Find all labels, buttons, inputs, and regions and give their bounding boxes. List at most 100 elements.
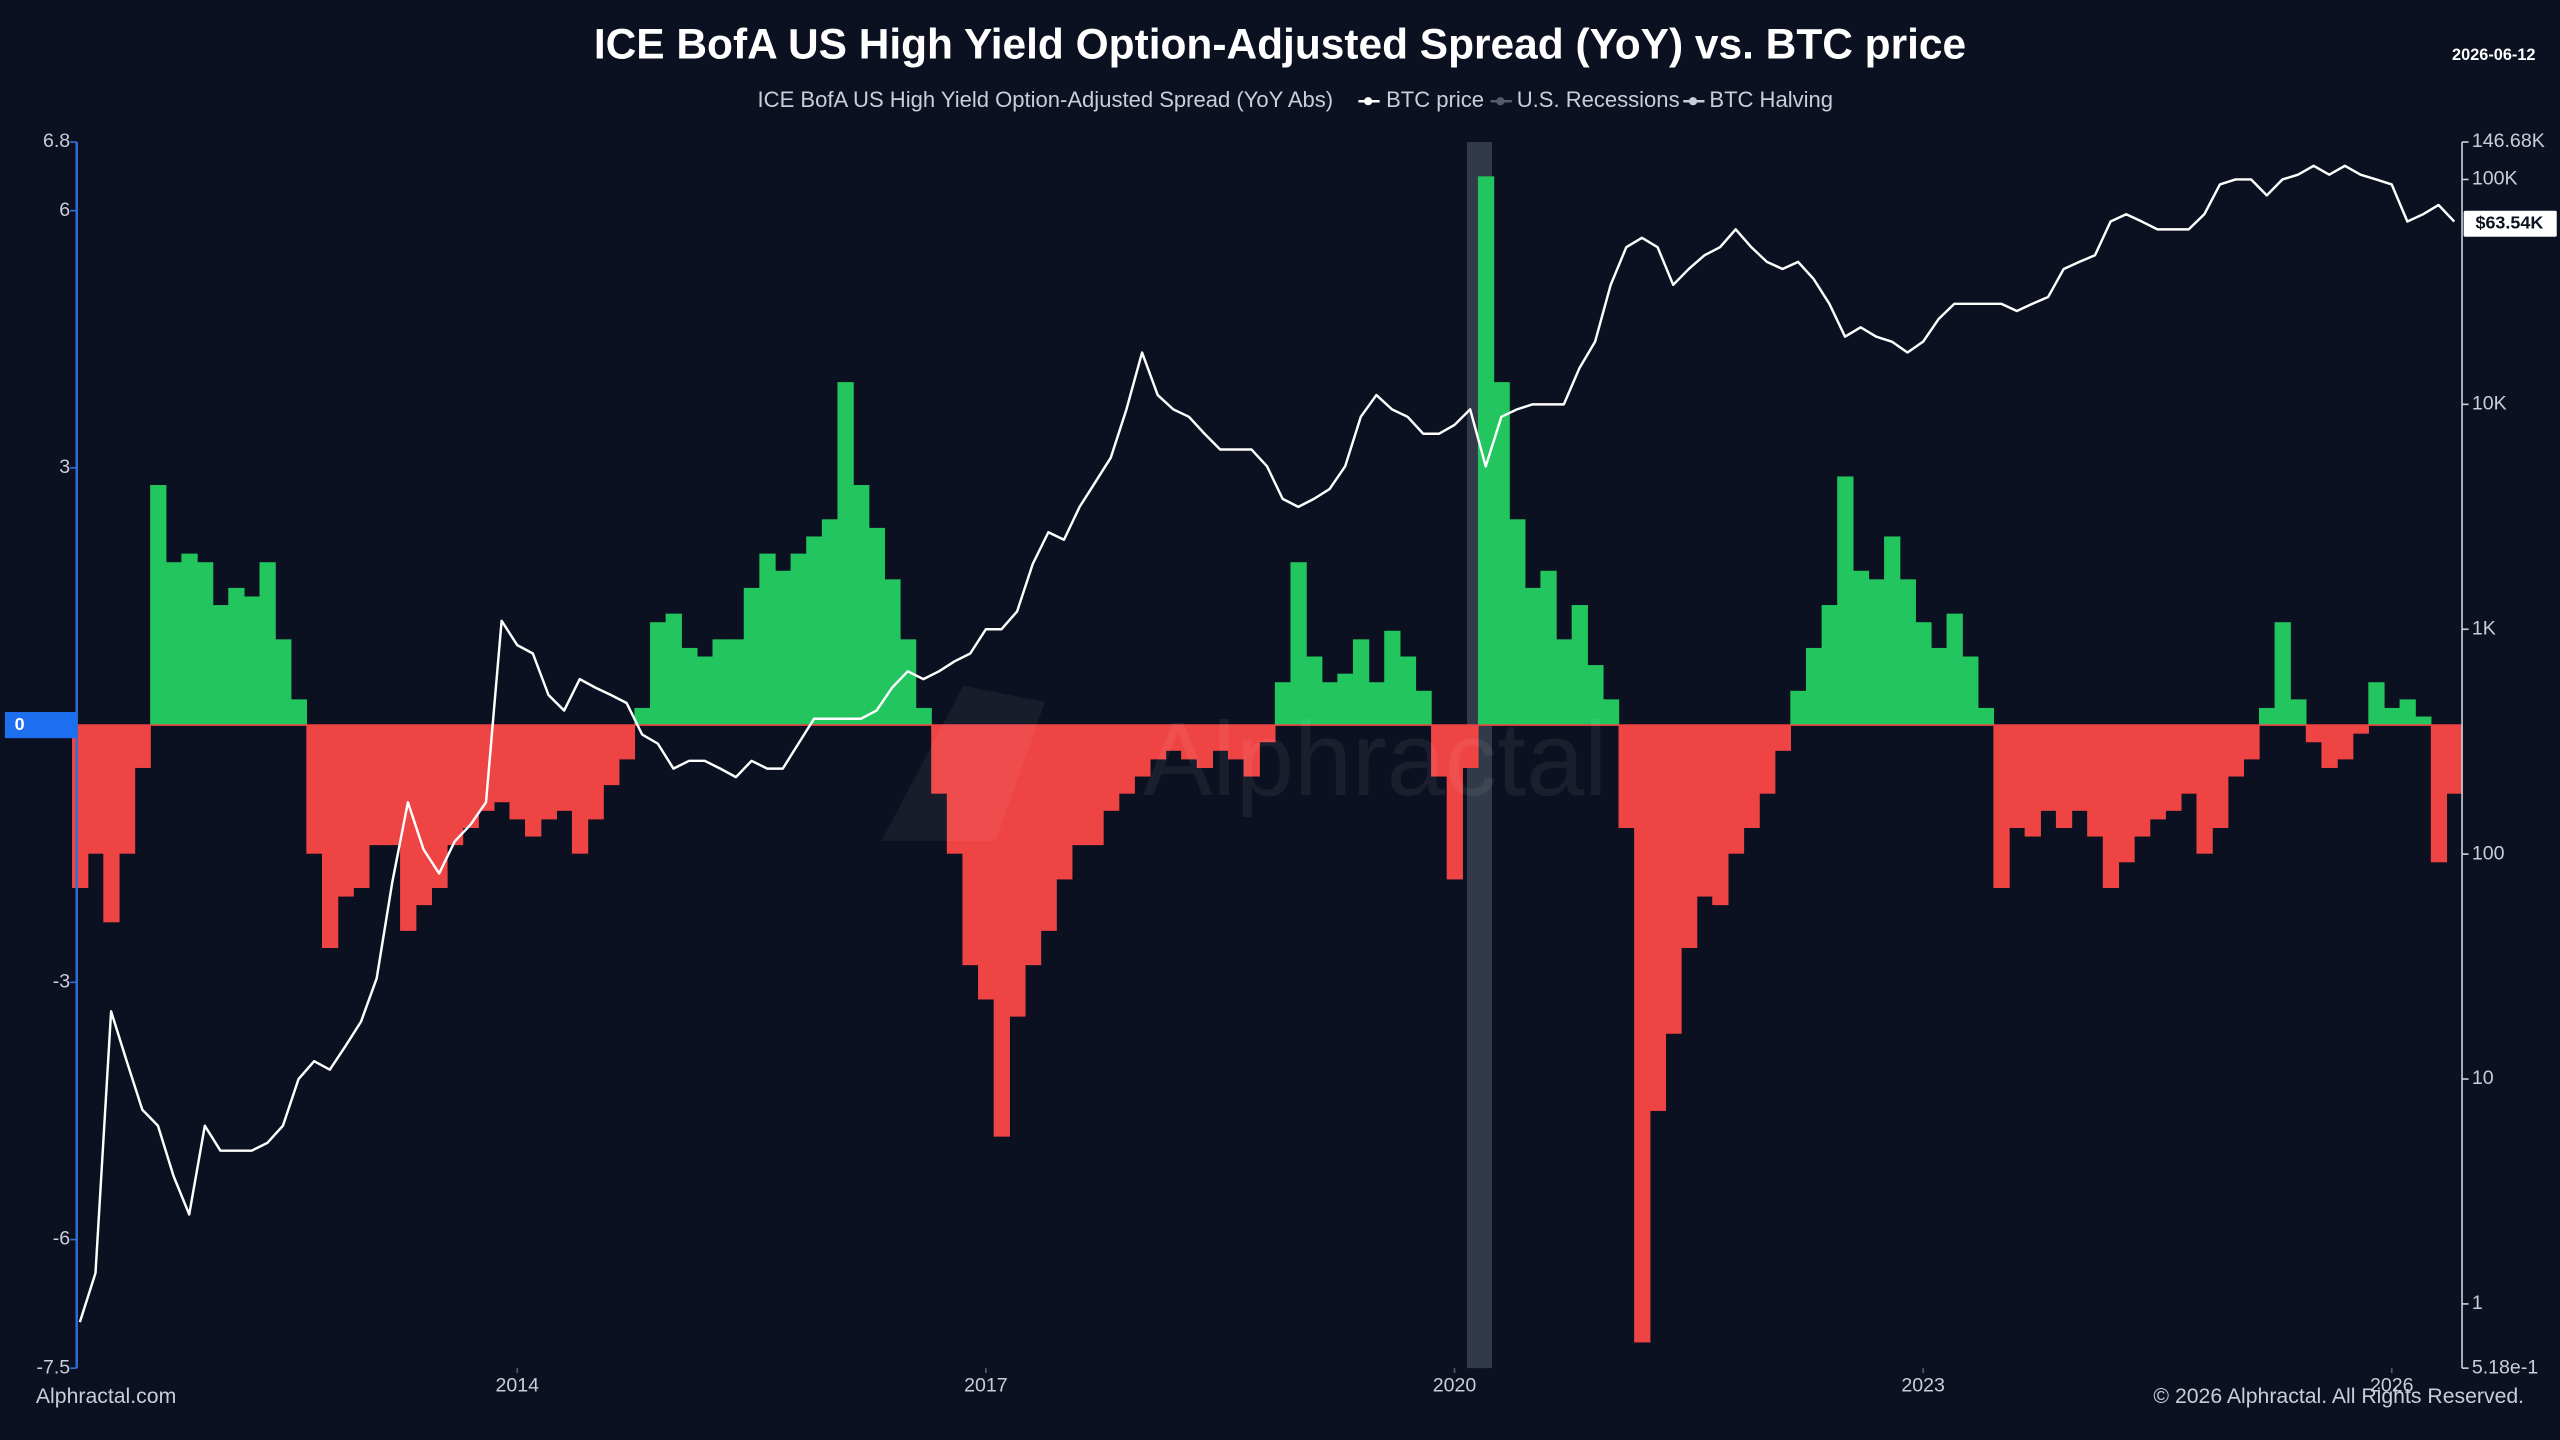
spread-bar (2415, 716, 2432, 726)
spread-bar (1337, 673, 1354, 726)
spread-bar (1134, 725, 1151, 777)
spread-bar (1243, 725, 1260, 777)
spread-bar (618, 725, 636, 760)
spread-bar (2134, 725, 2151, 837)
y-tick-label: -7.5 (36, 1356, 70, 1378)
spread-bar (1759, 725, 1776, 794)
watermark-group: Alphractal (881, 685, 1608, 841)
x-tick-label: 2026 (2370, 1374, 2414, 1396)
spread-bar (337, 725, 354, 897)
spread-bar (1165, 725, 1182, 751)
spread-bar (1805, 647, 1823, 726)
spread-bar (1415, 690, 1432, 726)
spread-bar (884, 579, 901, 726)
spread-bar (1884, 536, 1901, 726)
spread-bar (1227, 725, 1245, 760)
spread-bar (1524, 587, 1542, 726)
y-tick-label: 3 (59, 456, 70, 478)
spread-bar (2118, 725, 2135, 863)
spread-bar (2446, 725, 2463, 794)
plot-area (72, 142, 2463, 1369)
spread-bar (790, 553, 807, 726)
spread-bar (384, 725, 401, 846)
spread-bar (400, 725, 417, 931)
spread-bar (431, 725, 448, 889)
spread-bar (353, 725, 370, 889)
spread-bar (868, 527, 885, 726)
spread-bar (1399, 656, 1417, 726)
spread-bar (1431, 725, 1448, 777)
spread-bar (1696, 725, 1713, 897)
spread-bar (1009, 725, 1026, 1017)
spread-bar (1274, 682, 1292, 726)
spread-bar (2071, 725, 2088, 811)
spread-bar (1181, 725, 1198, 760)
spread-bar (321, 725, 339, 949)
legend-label: ICE BofA US High Yield Option-Adjusted S… (758, 87, 1334, 112)
y2-tick-label: 5.18e-1 (2472, 1356, 2538, 1378)
x-tick-label: 2023 (1901, 1374, 1945, 1396)
spread-bar (2290, 699, 2307, 726)
spread-bar (1743, 725, 1760, 828)
spread-bar (1618, 725, 1635, 828)
legend-label: U.S. Recessions (1517, 87, 1680, 112)
spread-bar (571, 725, 589, 854)
y-tick-label: 6.8 (43, 130, 70, 152)
spread-bar (2399, 699, 2416, 726)
spread-bar (962, 725, 979, 966)
y2-tick-label: 100K (2472, 168, 2518, 190)
spread-bar (1790, 690, 1807, 726)
spread-bar (1899, 579, 1916, 726)
spread-bar (290, 699, 308, 726)
spread-bar (1821, 605, 1838, 726)
spread-bar (915, 707, 932, 726)
copyright: © 2026 Alphractal. All Rights Reserved. (2153, 1385, 2524, 1408)
spread-bar (72, 725, 89, 889)
spread-bar (87, 725, 104, 854)
spread-bar (275, 639, 292, 726)
x-tick-label: 2014 (495, 1374, 539, 1396)
spread-bar (2321, 725, 2338, 768)
spread-bar (2337, 725, 2354, 760)
spread-bar (1712, 725, 1729, 906)
spread-bar (2196, 725, 2213, 854)
spread-bar (1837, 476, 1854, 726)
spread-bar (1368, 682, 1385, 726)
x-tick-label: 2017 (964, 1374, 1008, 1396)
spread-bar (556, 725, 573, 811)
current-price-label: $63.54K (2475, 212, 2543, 232)
spread-bar (103, 725, 120, 923)
spread-bar (181, 553, 198, 726)
spread-bar (306, 725, 323, 854)
spread-bar (899, 639, 917, 726)
spread-bar (2368, 682, 2385, 726)
spread-bar (1196, 725, 1214, 768)
spread-bar (1493, 382, 1510, 726)
spread-bar (603, 725, 620, 786)
spread-bar (540, 725, 557, 820)
spread-bar (368, 725, 386, 846)
spread-bar (197, 562, 214, 726)
y2-tick-label: 10K (2472, 393, 2507, 415)
spread-bar (1774, 725, 1791, 751)
spread-bar (1977, 707, 1995, 726)
y-marker-badge (4, 712, 77, 739)
chart-title: ICE BofA US High Yield Option-Adjusted S… (594, 21, 1966, 68)
spread-bar (728, 639, 745, 726)
spread-bar (2227, 725, 2245, 777)
spread-bar (2180, 725, 2198, 794)
spread-bar (837, 382, 854, 726)
y-tick-label: -3 (53, 970, 71, 992)
spread-bar (1602, 699, 1620, 726)
legend-marker (1688, 97, 1698, 106)
watermark: Alphractal (1143, 701, 1608, 818)
spread-bar (2274, 622, 2291, 726)
spread-bar (2149, 725, 2166, 820)
spread-bar (2009, 725, 2026, 828)
y2-tick-label: 1 (2472, 1292, 2483, 1314)
spread-bar (165, 562, 183, 726)
spread-bar (743, 587, 761, 726)
spread-bar (587, 725, 604, 820)
